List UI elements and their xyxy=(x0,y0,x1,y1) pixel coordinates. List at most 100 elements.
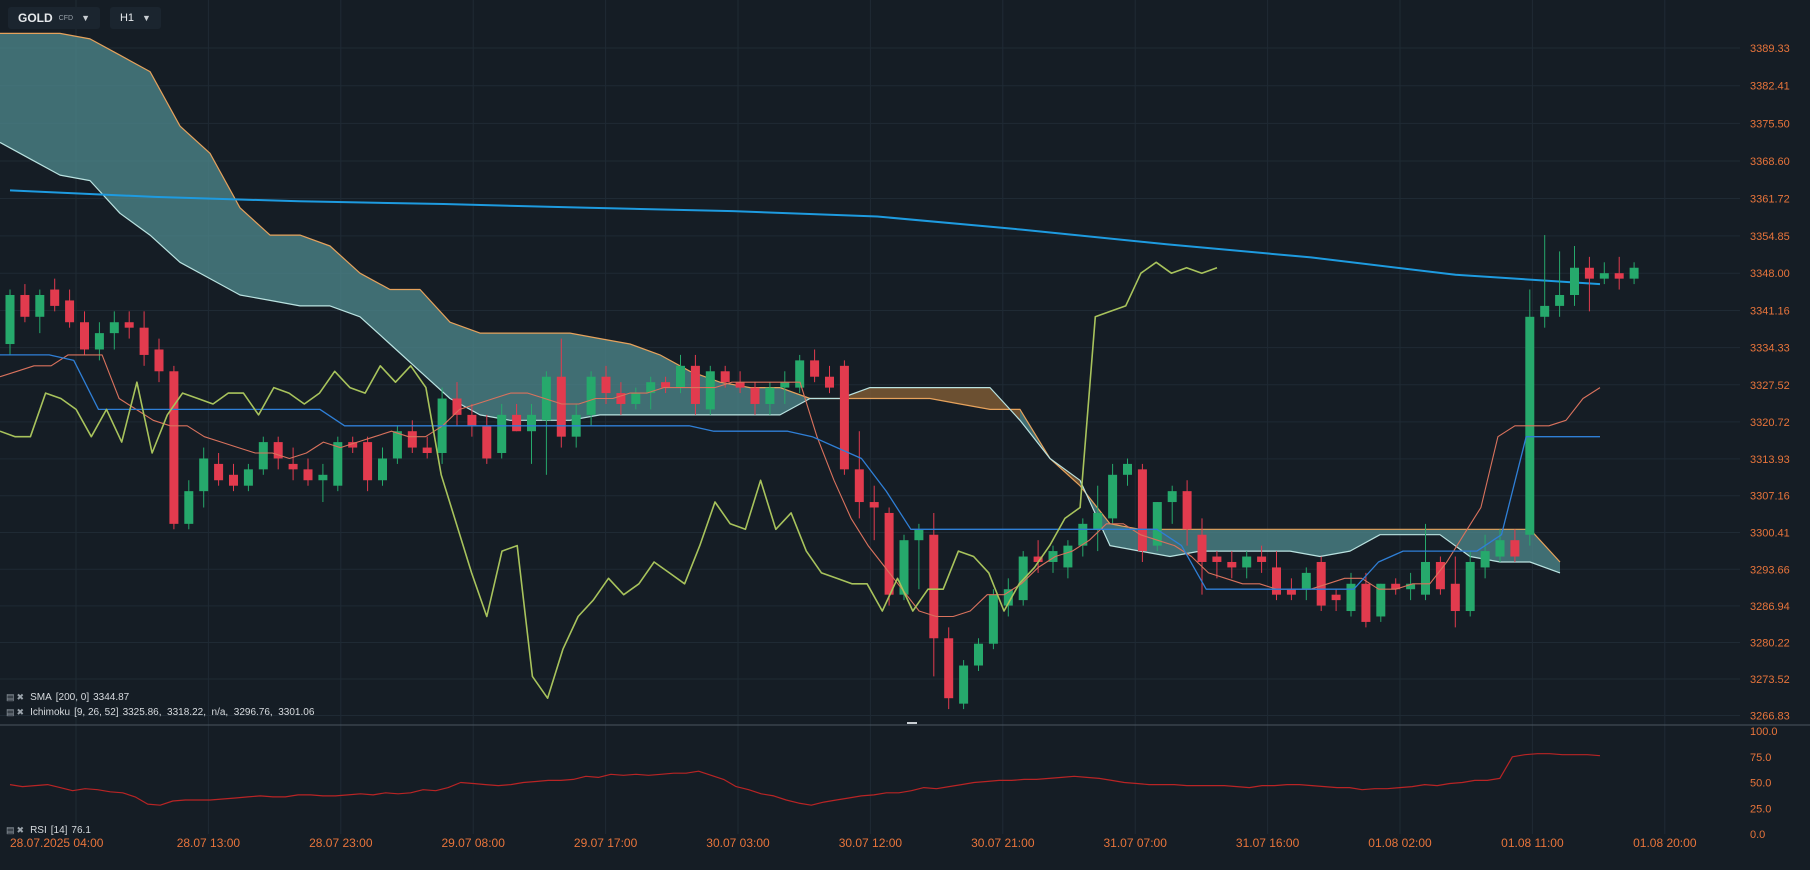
price-tick-label: 3361.72 xyxy=(1750,193,1790,205)
candle-body xyxy=(1123,463,1132,475)
candle-body xyxy=(1152,502,1162,546)
close-icon[interactable]: ✖ xyxy=(16,707,25,717)
time-tick-label: 31.07 07:00 xyxy=(1103,836,1167,850)
time-tick-label: 01.08 11:00 xyxy=(1501,836,1564,850)
candle-body xyxy=(1182,491,1192,530)
price-tick-label: 3286.94 xyxy=(1750,601,1790,613)
cloud-segment xyxy=(0,33,30,159)
time-tick-label: 30.07 12:00 xyxy=(839,836,903,850)
candle-body xyxy=(1346,583,1356,612)
price-tick-label: 3293.66 xyxy=(1750,564,1790,576)
candle-body xyxy=(65,300,75,323)
price-tick-label: 3327.52 xyxy=(1750,380,1790,392)
candle-body xyxy=(1629,267,1639,279)
settings-icon[interactable]: ▤ xyxy=(6,707,15,717)
candle-body xyxy=(1048,551,1058,562)
candle-body xyxy=(1257,556,1267,562)
candle-body xyxy=(631,393,641,404)
rsi-tick-label: 50.0 xyxy=(1750,778,1771,790)
candle-body xyxy=(1465,561,1475,612)
candle-body xyxy=(20,294,30,317)
candle-body xyxy=(258,442,268,470)
settings-icon[interactable]: ▤ xyxy=(6,692,15,702)
candle-body xyxy=(825,376,834,388)
ichimoku-legend-params: [9, 26, 52] xyxy=(74,707,119,718)
cloud-segment xyxy=(1380,529,1410,535)
rsi-axis: 100.0 75.0 50.0 25.0 0.0 xyxy=(1750,726,1778,841)
candle-body xyxy=(303,469,313,481)
price-tick-label: 3389.33 xyxy=(1750,43,1790,55)
cloud-segment xyxy=(330,245,360,317)
candle-body xyxy=(1063,545,1073,568)
timeframe-selector[interactable]: H1 ▼ xyxy=(109,7,161,29)
candle-body xyxy=(35,294,45,317)
chevron-down-icon: ▼ xyxy=(81,13,90,23)
candle-body xyxy=(184,491,194,524)
candle-body xyxy=(586,376,596,415)
candle-body xyxy=(1272,567,1281,595)
candle-body xyxy=(1361,583,1371,622)
candle-body xyxy=(333,442,343,486)
candle-body xyxy=(1599,273,1609,279)
candle-body xyxy=(1242,556,1252,568)
cloud-segment xyxy=(1260,529,1290,552)
cloud-segment xyxy=(150,71,180,263)
candle-body xyxy=(1331,594,1341,601)
candle-body xyxy=(1227,561,1237,568)
close-icon[interactable]: ✖ xyxy=(16,692,25,702)
cloud-segment xyxy=(1440,529,1470,557)
candle-body xyxy=(288,463,298,470)
timeframe-label: H1 xyxy=(119,12,135,24)
candle-body xyxy=(1286,589,1296,595)
candle-body xyxy=(676,365,685,388)
rsi-tick-label: 100.0 xyxy=(1750,726,1778,738)
cloud-segment xyxy=(930,387,960,404)
candle-body xyxy=(1435,561,1445,590)
candles xyxy=(5,235,1639,710)
cloud-segment xyxy=(420,289,450,399)
senkou-span-a-line xyxy=(0,32,1561,563)
candle-body xyxy=(392,431,402,459)
cloud-segment xyxy=(300,235,330,306)
candle-body xyxy=(1003,589,1013,606)
settings-icon[interactable]: ▤ xyxy=(6,825,15,835)
candle-body xyxy=(1510,540,1520,557)
candle-body xyxy=(646,382,656,394)
candle-body xyxy=(795,360,805,388)
candle-body xyxy=(1316,561,1326,606)
close-icon[interactable]: ✖ xyxy=(16,825,25,835)
price-tick-label: 3320.72 xyxy=(1750,417,1790,429)
price-tick-label: 3368.60 xyxy=(1750,156,1790,168)
cloud-segment xyxy=(1110,523,1140,552)
cloud-segment xyxy=(360,273,390,345)
candle-body xyxy=(705,371,715,410)
cloud-segment xyxy=(30,33,60,176)
candle-body xyxy=(273,442,283,459)
time-tick-label: 30.07 21:00 xyxy=(971,836,1035,850)
candle-body xyxy=(839,365,849,470)
candle-body xyxy=(243,469,253,486)
candle-body xyxy=(229,474,238,486)
candle-body xyxy=(1614,273,1624,279)
candle-body xyxy=(1197,534,1207,562)
candle-body xyxy=(780,382,790,388)
time-axis: 28.07.2025 04:00 28.07 13:00 28.07 23:00 29… xyxy=(10,836,1697,850)
candle-body xyxy=(750,387,760,404)
candle-body xyxy=(1078,523,1088,546)
rsi-tick-label: 75.0 xyxy=(1750,752,1771,764)
candle-body xyxy=(1584,267,1594,279)
candle-body xyxy=(5,294,15,345)
sma-legend-value: 3344.87 xyxy=(93,692,130,703)
time-tick-label: 31.07 16:00 xyxy=(1236,836,1300,850)
chikou-line xyxy=(0,261,1218,700)
cloud-segment xyxy=(1230,529,1260,552)
candle-body xyxy=(556,376,566,437)
cloud-segment xyxy=(960,387,990,410)
candle-body xyxy=(1421,561,1430,595)
candle-body xyxy=(1540,305,1550,317)
symbol-selector[interactable]: GOLD CFD ▼ xyxy=(8,7,100,29)
candle-body xyxy=(1033,556,1043,562)
price-tick-label: 3375.50 xyxy=(1750,118,1790,130)
